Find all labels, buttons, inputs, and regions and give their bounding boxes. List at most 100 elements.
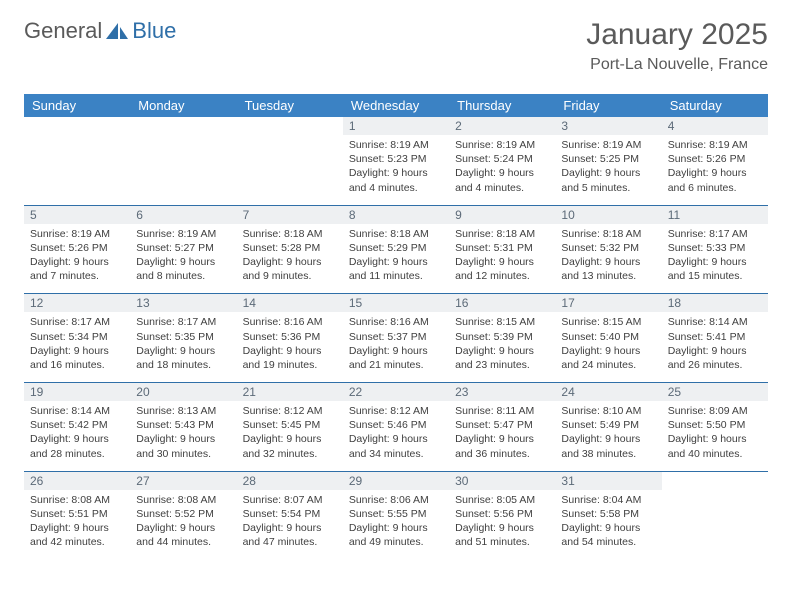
daylight-text: and 34 minutes.	[349, 447, 443, 461]
daylight-text: Daylight: 9 hours	[136, 432, 230, 446]
sunset-text: Sunset: 5:27 PM	[136, 241, 230, 255]
daylight-text: and 38 minutes.	[561, 447, 655, 461]
sunrise-text: Sunrise: 8:09 AM	[668, 404, 762, 418]
daylight-text: and 24 minutes.	[561, 358, 655, 372]
day-body-row: Sunrise: 8:19 AMSunset: 5:23 PMDaylight:…	[24, 135, 768, 205]
sunset-text: Sunset: 5:23 PM	[349, 152, 443, 166]
day-number-cell: 11	[662, 206, 768, 224]
day-body-row: Sunrise: 8:14 AMSunset: 5:42 PMDaylight:…	[24, 401, 768, 471]
sunset-text: Sunset: 5:26 PM	[30, 241, 124, 255]
sunrise-text: Sunrise: 8:19 AM	[455, 138, 549, 152]
day-number-cell: 27	[130, 472, 236, 490]
day-number-cell: 4	[662, 117, 768, 135]
sunrise-text: Sunrise: 8:18 AM	[243, 227, 337, 241]
day-number-cell: 30	[449, 472, 555, 490]
sunrise-text: Sunrise: 8:17 AM	[136, 315, 230, 329]
daylight-text: Daylight: 9 hours	[561, 521, 655, 535]
daylight-text: Daylight: 9 hours	[668, 255, 762, 269]
title-block: January 2025 Port-La Nouvelle, France	[586, 18, 768, 74]
weekday-header: Thursday	[449, 94, 555, 117]
sunrise-text: Sunrise: 8:17 AM	[668, 227, 762, 241]
daylight-text: Daylight: 9 hours	[243, 521, 337, 535]
daylight-text: Daylight: 9 hours	[243, 344, 337, 358]
sunrise-text: Sunrise: 8:12 AM	[349, 404, 443, 418]
sunset-text: Sunset: 5:28 PM	[243, 241, 337, 255]
daylight-text: and 51 minutes.	[455, 535, 549, 549]
day-cell	[130, 135, 236, 205]
sunrise-text: Sunrise: 8:19 AM	[668, 138, 762, 152]
day-number-row: 1234	[24, 117, 768, 135]
sunrise-text: Sunrise: 8:19 AM	[561, 138, 655, 152]
daylight-text: Daylight: 9 hours	[455, 344, 549, 358]
day-cell: Sunrise: 8:18 AMSunset: 5:29 PMDaylight:…	[343, 224, 449, 294]
day-cell: Sunrise: 8:19 AMSunset: 5:26 PMDaylight:…	[662, 135, 768, 205]
sunrise-text: Sunrise: 8:15 AM	[561, 315, 655, 329]
sunset-text: Sunset: 5:45 PM	[243, 418, 337, 432]
sunset-text: Sunset: 5:32 PM	[561, 241, 655, 255]
day-number-cell: 28	[237, 472, 343, 490]
logo: General Blue	[24, 18, 176, 44]
day-number-row: 567891011	[24, 206, 768, 224]
daylight-text: Daylight: 9 hours	[455, 521, 549, 535]
daylight-text: Daylight: 9 hours	[668, 432, 762, 446]
sunrise-text: Sunrise: 8:07 AM	[243, 493, 337, 507]
daylight-text: Daylight: 9 hours	[349, 166, 443, 180]
sunset-text: Sunset: 5:56 PM	[455, 507, 549, 521]
day-cell: Sunrise: 8:08 AMSunset: 5:52 PMDaylight:…	[130, 490, 236, 560]
day-cell: Sunrise: 8:15 AMSunset: 5:39 PMDaylight:…	[449, 312, 555, 382]
day-number-cell: 7	[237, 206, 343, 224]
logo-sail-icon	[104, 21, 130, 41]
sunset-text: Sunset: 5:54 PM	[243, 507, 337, 521]
daylight-text: and 42 minutes.	[30, 535, 124, 549]
day-cell: Sunrise: 8:16 AMSunset: 5:36 PMDaylight:…	[237, 312, 343, 382]
sunset-text: Sunset: 5:29 PM	[349, 241, 443, 255]
sunrise-text: Sunrise: 8:18 AM	[561, 227, 655, 241]
sunset-text: Sunset: 5:36 PM	[243, 330, 337, 344]
day-number-cell: 24	[555, 383, 661, 401]
daylight-text: and 18 minutes.	[136, 358, 230, 372]
sunrise-text: Sunrise: 8:16 AM	[349, 315, 443, 329]
day-cell	[24, 135, 130, 205]
day-cell: Sunrise: 8:18 AMSunset: 5:28 PMDaylight:…	[237, 224, 343, 294]
sunset-text: Sunset: 5:49 PM	[561, 418, 655, 432]
day-cell: Sunrise: 8:06 AMSunset: 5:55 PMDaylight:…	[343, 490, 449, 560]
daylight-text: and 19 minutes.	[243, 358, 337, 372]
sunrise-text: Sunrise: 8:14 AM	[668, 315, 762, 329]
day-body-row: Sunrise: 8:17 AMSunset: 5:34 PMDaylight:…	[24, 312, 768, 382]
daylight-text: Daylight: 9 hours	[349, 521, 443, 535]
daylight-text: and 9 minutes.	[243, 269, 337, 283]
daylight-text: and 26 minutes.	[668, 358, 762, 372]
day-cell: Sunrise: 8:12 AMSunset: 5:45 PMDaylight:…	[237, 401, 343, 471]
day-cell: Sunrise: 8:11 AMSunset: 5:47 PMDaylight:…	[449, 401, 555, 471]
daylight-text: Daylight: 9 hours	[561, 255, 655, 269]
day-cell: Sunrise: 8:17 AMSunset: 5:35 PMDaylight:…	[130, 312, 236, 382]
sunset-text: Sunset: 5:43 PM	[136, 418, 230, 432]
sunrise-text: Sunrise: 8:08 AM	[136, 493, 230, 507]
weekday-header: Saturday	[662, 94, 768, 117]
daylight-text: Daylight: 9 hours	[30, 255, 124, 269]
sunrise-text: Sunrise: 8:12 AM	[243, 404, 337, 418]
daylight-text: and 28 minutes.	[30, 447, 124, 461]
weekday-header: Sunday	[24, 94, 130, 117]
logo-text-blue: Blue	[132, 18, 176, 44]
daylight-text: and 4 minutes.	[349, 181, 443, 195]
day-number-cell: 17	[555, 294, 661, 312]
day-number-cell: 23	[449, 383, 555, 401]
daylight-text: and 44 minutes.	[136, 535, 230, 549]
day-cell: Sunrise: 8:14 AMSunset: 5:41 PMDaylight:…	[662, 312, 768, 382]
daylight-text: Daylight: 9 hours	[455, 166, 549, 180]
day-number-cell: 8	[343, 206, 449, 224]
day-cell: Sunrise: 8:16 AMSunset: 5:37 PMDaylight:…	[343, 312, 449, 382]
sunset-text: Sunset: 5:31 PM	[455, 241, 549, 255]
weekday-header-row: Sunday Monday Tuesday Wednesday Thursday…	[24, 94, 768, 117]
sunrise-text: Sunrise: 8:18 AM	[455, 227, 549, 241]
day-cell: Sunrise: 8:19 AMSunset: 5:27 PMDaylight:…	[130, 224, 236, 294]
header: General Blue January 2025 Port-La Nouvel…	[24, 18, 768, 74]
day-number-cell	[662, 472, 768, 490]
daylight-text: Daylight: 9 hours	[561, 432, 655, 446]
day-cell	[662, 490, 768, 560]
daylight-text: Daylight: 9 hours	[668, 166, 762, 180]
sunrise-text: Sunrise: 8:19 AM	[136, 227, 230, 241]
day-number-cell: 16	[449, 294, 555, 312]
daylight-text: Daylight: 9 hours	[136, 521, 230, 535]
